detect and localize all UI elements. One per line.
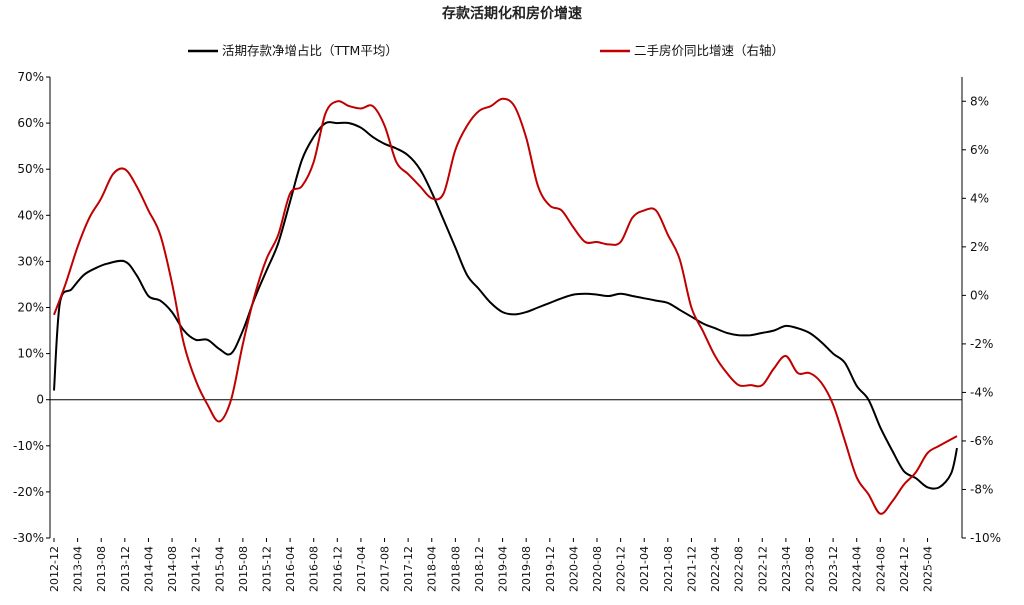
- right-tick-label: -4%: [970, 385, 993, 399]
- x-tick-label: 2014-04: [142, 546, 155, 592]
- x-tick-label: 2017-04: [355, 546, 368, 592]
- x-tick-label: 2019-12: [544, 546, 557, 592]
- x-tick-label: 2020-12: [615, 546, 628, 592]
- x-tick-label: 2022-08: [733, 546, 746, 592]
- x-tick-label: 2014-12: [190, 546, 203, 592]
- x-tick-label: 2015-08: [237, 546, 250, 592]
- x-tick-label: 2024-04: [851, 546, 864, 592]
- right-tick-label: 2%: [970, 240, 989, 254]
- x-tick-label: 2023-04: [780, 546, 793, 592]
- x-tick-label: 2025-04: [922, 546, 935, 592]
- chart-title: 存款活期化和房价增速: [442, 5, 582, 22]
- right-tick-label: -10%: [970, 531, 1001, 545]
- x-tick-label: 2014-08: [166, 546, 179, 592]
- x-tick-label: 2023-12: [827, 546, 840, 592]
- x-tick-label: 2017-12: [402, 546, 415, 592]
- x-tick-label: 2022-12: [756, 546, 769, 592]
- x-tick-label: 2016-12: [331, 546, 344, 592]
- x-tick-label: 2021-04: [638, 546, 651, 592]
- right-tick-label: -8%: [970, 482, 993, 496]
- x-tick-label: 2018-12: [473, 546, 486, 592]
- left-tick-label: -20%: [13, 485, 44, 499]
- x-tick-label: 2020-08: [591, 546, 604, 592]
- x-tick-label: 2024-08: [874, 546, 887, 592]
- x-tick-label: 2018-08: [449, 546, 462, 592]
- x-tick-label: 2015-04: [213, 546, 226, 592]
- series-line-house-price: [53, 97, 958, 515]
- left-tick-label: 70%: [17, 70, 44, 84]
- x-tick-label: 2015-12: [260, 546, 273, 592]
- x-tick-label: 2021-08: [662, 546, 675, 592]
- left-tick-label: 50%: [17, 162, 44, 176]
- x-tick-label: 2013-08: [95, 546, 108, 592]
- x-tick-label: 2017-08: [379, 546, 392, 592]
- x-tick-label: 2019-08: [520, 546, 533, 592]
- right-tick-label: 6%: [970, 143, 989, 157]
- legend-label-deposit: 活期存款净增占比（TTM平均）: [222, 43, 398, 58]
- x-tick-label: 2023-08: [803, 546, 816, 592]
- x-tick-label: 2024-12: [898, 546, 911, 592]
- x-tick-label: 2013-04: [72, 546, 85, 592]
- legend-label-house-price: 二手房价同比增速（右轴）: [634, 43, 784, 58]
- x-tick-label: 2013-12: [119, 546, 132, 592]
- left-tick-label: -30%: [13, 531, 44, 545]
- left-tick-label: 10%: [17, 347, 44, 361]
- x-tick-label: 2019-04: [497, 546, 510, 592]
- x-tick-label: 2018-04: [426, 546, 439, 592]
- x-tick-label: 2020-04: [567, 546, 580, 592]
- x-tick-label: 2012-12: [48, 546, 61, 592]
- left-tick-label: 0: [36, 393, 44, 407]
- x-tick-label: 2021-12: [685, 546, 698, 592]
- right-tick-label: -2%: [970, 337, 993, 351]
- right-tick-label: 8%: [970, 94, 989, 108]
- series-line-deposit: [53, 121, 958, 490]
- legend: 活期存款净增占比（TTM平均） 二手房价同比增速（右轴）: [188, 43, 784, 58]
- x-tick-label: 2016-08: [308, 546, 321, 592]
- right-tick-label: 4%: [970, 191, 989, 205]
- x-tick-label: 2016-04: [284, 546, 297, 592]
- plot-area: -30% -20% -10% 0 10% 20% 30% 40% 50% 60% 70% -10% -8…: [13, 70, 1001, 592]
- right-tick-label: 0%: [970, 288, 989, 302]
- left-tick-label: 40%: [17, 208, 44, 222]
- x-tick-label: 2022-04: [709, 546, 722, 592]
- left-tick-label: 60%: [17, 116, 44, 130]
- left-tick-label: 30%: [17, 254, 44, 268]
- left-tick-label: 20%: [17, 301, 44, 315]
- right-tick-label: -6%: [970, 434, 993, 448]
- left-tick-label: -10%: [13, 439, 44, 453]
